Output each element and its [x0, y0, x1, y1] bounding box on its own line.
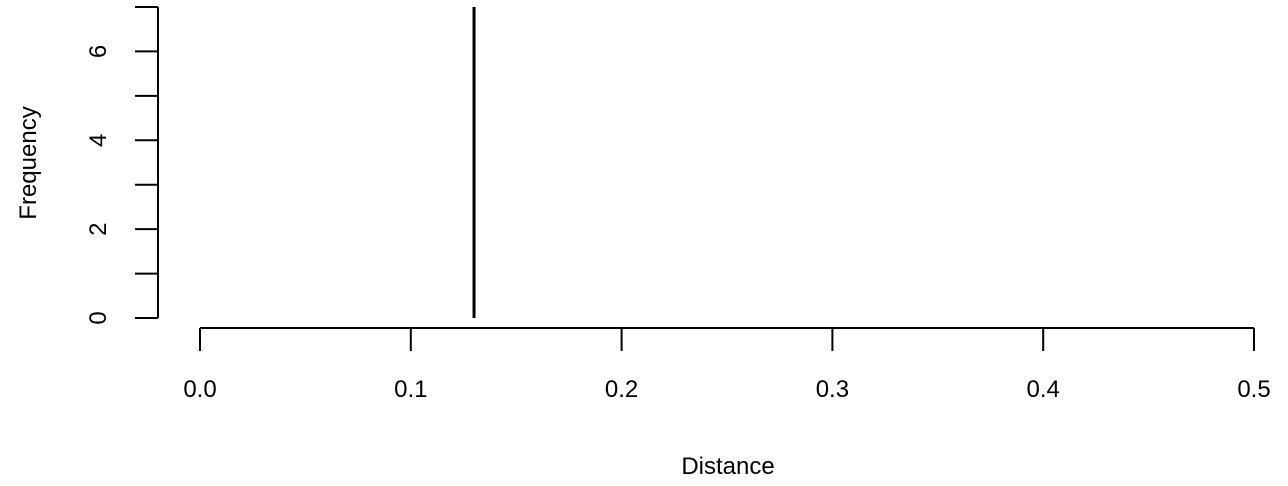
y-tick-label: 6	[85, 45, 112, 58]
x-tick-label: 0.3	[816, 376, 849, 403]
x-tick-label: 0.1	[394, 376, 427, 403]
x-tick-label: 0.5	[1237, 376, 1270, 403]
y-axis-title: Frequency	[15, 106, 42, 219]
x-axis-title: Distance	[681, 453, 774, 480]
x-axis: 0.0 0.1 0.2 0.3 0.4 0.5	[183, 327, 1271, 403]
y-tick-label: 2	[85, 222, 112, 235]
y-axis: 0 2 4 6	[85, 6, 159, 325]
x-tick-label: 0.2	[605, 376, 638, 403]
x-tick-label: 0.0	[183, 376, 216, 403]
y-tick-label: 0	[85, 311, 112, 324]
x-tick-label: 0.4	[1027, 376, 1060, 403]
y-tick-label: 4	[85, 134, 112, 147]
